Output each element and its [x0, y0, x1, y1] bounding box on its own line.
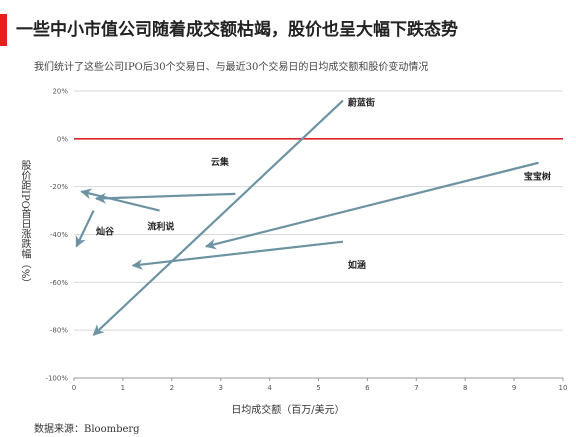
x-tick-label: 2: [170, 384, 174, 392]
source-note: 数据来源：Bloomberg: [34, 424, 140, 435]
y-tick-label: -80%: [50, 327, 68, 335]
y-axis-label: 股价距IPO首日涨跌幅（%）: [19, 160, 30, 289]
x-tick-label: 9: [512, 384, 516, 392]
series-arrow: [131, 240, 344, 270]
series-label: 如涵: [348, 259, 366, 271]
x-tick-label: 0: [72, 384, 76, 392]
series-label: 蔚蓝街: [348, 96, 375, 108]
x-tick-label: 3: [218, 384, 222, 392]
series-label: 云集: [211, 156, 230, 168]
x-tick-label: 1: [121, 384, 125, 392]
series-arrow: [204, 161, 539, 250]
y-tick-label: -100%: [45, 375, 68, 383]
title-accent-bar: [0, 14, 7, 46]
x-tick-label: 10: [559, 384, 568, 392]
y-tick-label: -20%: [50, 183, 68, 191]
series-arrow: [75, 210, 95, 248]
series-arrow: [92, 99, 344, 336]
x-tick-label: 8: [463, 384, 467, 392]
chart-title: 一些中小市值公司随着成交额枯竭，股价也呈大幅下跌态势: [16, 20, 458, 40]
x-tick-label: 4: [267, 384, 272, 392]
y-tick-label: 0%: [57, 135, 68, 143]
x-tick-label: 7: [414, 384, 418, 392]
series-label: 流利说: [147, 221, 174, 233]
y-tick-label: 20%: [52, 88, 68, 96]
series-label: 宝宝树: [524, 170, 551, 182]
x-tick-label: 6: [365, 384, 370, 392]
y-tick-label: -60%: [50, 279, 68, 287]
y-tick-label: -40%: [50, 231, 68, 239]
chart-subtitle: 我们统计了这些公司IPO后30个交易日、与最近30个交易日的日均成交额和股价变动…: [34, 62, 429, 73]
series-label: 灿谷: [96, 226, 115, 238]
series-arrow: [94, 192, 236, 204]
x-tick-label: 5: [316, 384, 320, 392]
x-axis-label: 日均成交额（百万/美元）: [231, 405, 345, 416]
series-arrow: [80, 188, 160, 212]
